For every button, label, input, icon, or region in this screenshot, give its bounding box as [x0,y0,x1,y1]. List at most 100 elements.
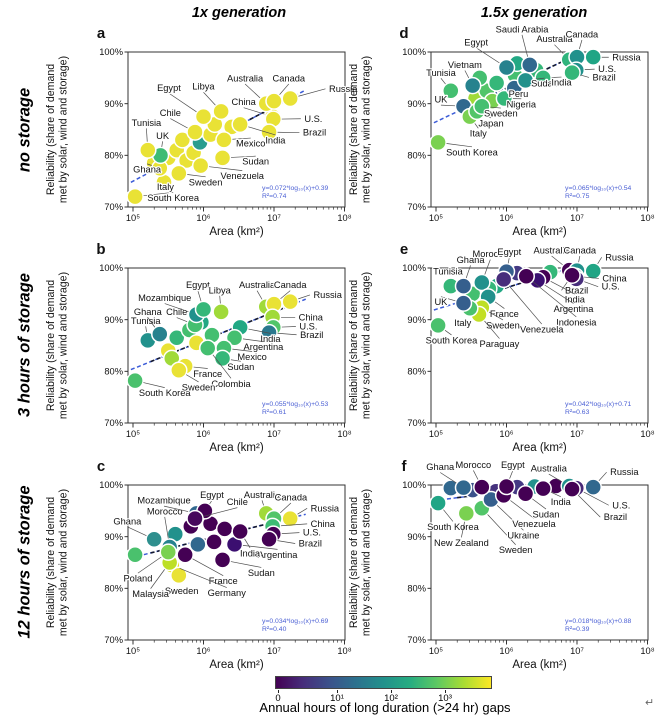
point-sudan [213,551,232,569]
point-tunisia [139,141,157,159]
label-leader-line [280,290,291,299]
y-axis-label-line1: Reliability (share of demand [348,280,360,411]
label-leader-line [203,507,238,517]
label-leader-line [507,257,510,264]
x-tick-label: 10⁶ [499,429,513,439]
point-india [534,69,552,87]
label-leader-line [490,106,501,109]
point-unlabeled [215,520,234,538]
point-brazil [563,266,581,284]
label-leader-line [248,126,276,136]
label-leader-line [179,567,227,588]
label-leader-line [584,68,595,71]
y-tick-label: 70% [407,202,426,212]
point-colombia [198,339,217,357]
fit-equation: y=0.065*log₁₀(x)+0.54 [565,185,632,192]
panel-letter-b: b [96,241,105,258]
point-libya [212,303,230,321]
label-leader-line [461,521,465,538]
country-label-mozambique: Mozambique [137,496,190,506]
label-leader-line [597,257,602,265]
label-leader-line [193,366,208,369]
label-leader-line [440,296,456,302]
country-label-sudan: Sudan [248,568,275,578]
y-tick-label: 90% [104,532,123,542]
colorbar-caption: Annual hours of long duration (>24 hr) g… [259,700,511,715]
country-label-malaysia: Malaysia [132,589,170,599]
country-label-sudan: Sudan [242,157,269,167]
x-tick-label: 10⁶ [499,213,513,223]
label-leader-line [244,83,261,99]
row-label-no-storage: no storage [15,87,34,173]
country-label-india: India [240,548,261,558]
label-leader-line [281,326,296,328]
label-leader-line [551,255,563,266]
x-tick-label: 10⁵ [429,429,443,439]
label-leader-line [212,354,232,379]
label-leader-line [550,491,561,497]
y-tick-label: 100% [402,263,426,273]
label-leader-line [510,500,535,519]
label-leader-line [484,259,491,275]
point-ghana [454,478,473,497]
country-label-russia: Russia [612,52,641,62]
label-leader-line [550,280,576,295]
point-morocco [473,273,491,292]
label-leader-line [465,265,471,279]
colorbar-tick-10e1: 10¹ [330,693,344,704]
point-unlabeled [173,131,192,149]
point-ghana [145,530,163,548]
label-leader-line [487,514,516,545]
country-label-russia: Russia [329,84,358,94]
country-label-south-korea: South Korea [139,388,192,398]
label-leader-line [248,328,271,334]
panel-letter-c: c [97,458,105,475]
country-label-new-zealand: New Zealand [434,538,489,548]
label-leader-line [197,290,202,302]
label-leader-line [554,44,564,54]
x-axis-label: Area (km²) [209,226,263,238]
point-sweden [170,566,188,585]
colorbar-tick-0: 0 [275,693,281,704]
row-label-12-hours-storage: 12 hours of storage [15,485,34,639]
country-label-nigeria: Nigeria [507,99,537,109]
y-axis-label-line1: Reliability (share of demand [45,64,57,195]
y-tick-label: 100% [99,480,123,490]
country-label-egypt: Egypt [501,460,525,470]
panel-c-chart: c 70% 80% 90% 100% 10⁵ 10⁶ 10⁷ 10⁸ Area (km²) Reli… [45,458,352,671]
x-tick-label: 10⁵ [429,646,443,656]
label-leader-line [443,509,454,522]
x-tick-label: 10⁵ [126,213,140,223]
label-leader-line [548,473,563,483]
country-label-argentina: Argentina [244,342,285,352]
x-tick-label: 10⁵ [429,213,443,223]
y-tick-label: 80% [407,151,426,161]
label-leader-line [496,505,524,531]
x-axis-label: Area (km²) [209,659,263,671]
label-leader-line [297,508,308,515]
label-leader-line [244,538,251,548]
country-label-france: France [490,309,519,319]
country-label-india: India [551,497,572,507]
country-label-south-korea: South Korea [147,193,200,203]
label-leader-line [494,301,505,309]
label-leader-line [170,118,188,129]
colorbar-tick-10e3: 10³ [438,693,452,704]
country-label-sweden: Sweden [486,320,520,330]
point-south-korea [126,187,144,206]
x-tick-label: 10⁷ [267,213,281,223]
fit-r-squared: R²=0.61 [262,409,287,416]
country-label-argentina: Argentina [554,304,595,314]
country-label-u-s-: U.S. [304,114,322,124]
label-leader-line [176,317,188,323]
country-label-canada: Canada [566,30,599,40]
country-label-u-s-: U.S. [602,282,620,292]
country-label-morocco: Morocco [147,506,183,516]
point-sweden [473,97,491,115]
fit-equation: y=0.072*log₁₀(x)+0.39 [262,185,329,192]
point-unlabeled [126,546,144,564]
country-label-brazil: Brazil [303,128,326,138]
point-brazil [260,123,278,141]
point-sudan [516,485,535,503]
